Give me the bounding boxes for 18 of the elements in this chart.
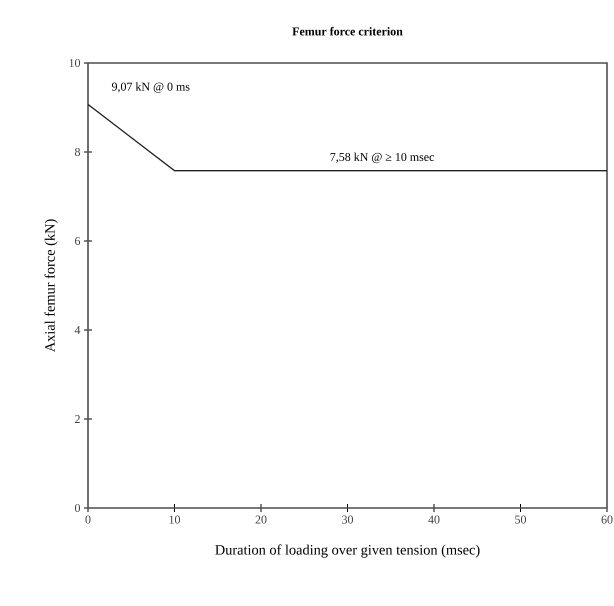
annotation: 7,58 kN @ ≥ 10 msec (330, 152, 434, 164)
chart-title: Femur force criterion (292, 26, 403, 36)
x-tick-label: 30 (342, 516, 354, 524)
y-tick-label: 0 (74, 504, 80, 512)
y-axis-title: Axial femur force (kN) (44, 219, 58, 352)
y-tick-label: 8 (74, 148, 80, 156)
y-tick-label: 2 (75, 415, 80, 423)
y-tick-label: 4 (74, 326, 80, 334)
annotation: 9,07 kN @ 0 ms (112, 82, 190, 93)
x-tick-label: 0 (85, 516, 91, 524)
x-tick-label: 10 (170, 516, 180, 524)
y-tick-label: 6 (75, 236, 80, 246)
x-tick-label: 60 (602, 516, 613, 524)
x-tick-label: 40 (428, 516, 440, 524)
x-tick-label: 50 (515, 516, 526, 524)
x-axis-title: Duration of loading over given tension (msec) (215, 544, 480, 558)
x-tick-label: 20 (256, 516, 267, 524)
y-tick-label: 10 (70, 58, 80, 68)
